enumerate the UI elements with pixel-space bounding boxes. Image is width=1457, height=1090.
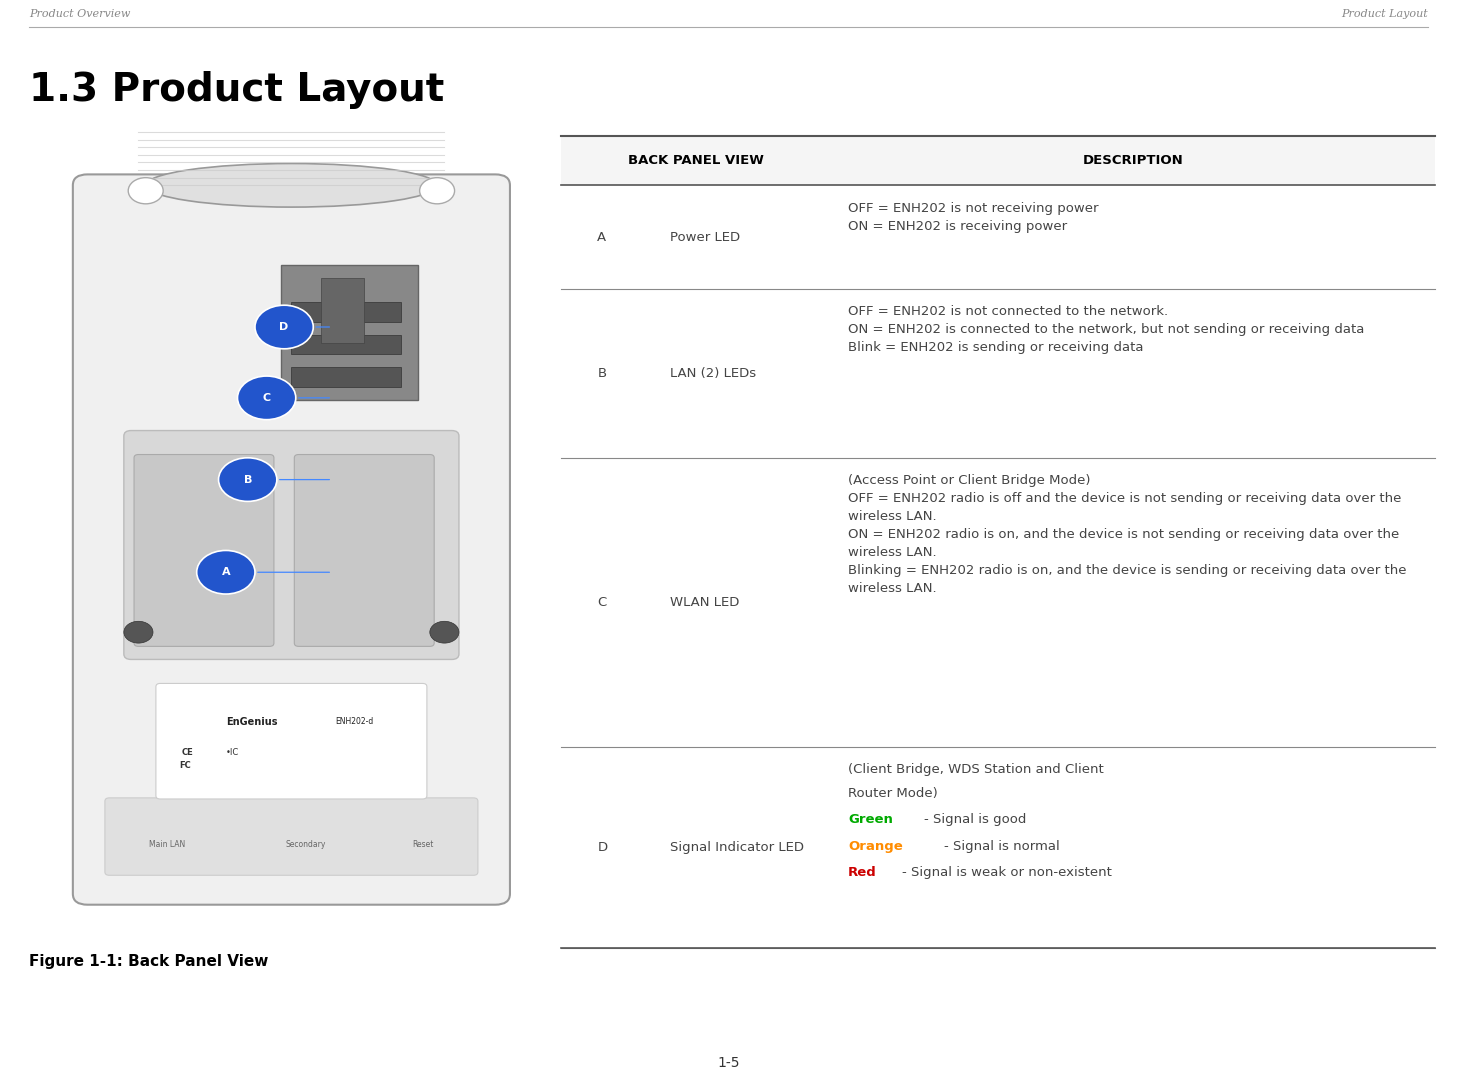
FancyBboxPatch shape [291, 335, 401, 354]
Text: B: B [243, 474, 252, 485]
Text: Router Mode): Router Mode) [848, 787, 938, 800]
Text: Signal Indicator LED: Signal Indicator LED [670, 841, 804, 853]
Circle shape [124, 621, 153, 643]
Text: •IC: •IC [226, 748, 239, 756]
Text: CE: CE [182, 748, 194, 756]
Text: Product Overview: Product Overview [29, 9, 131, 19]
FancyBboxPatch shape [73, 174, 510, 905]
Text: WLAN LED: WLAN LED [670, 596, 740, 608]
Text: OFF = ENH202 is not connected to the network.
ON = ENH202 is connected to the ne: OFF = ENH202 is not connected to the net… [848, 305, 1364, 354]
Text: (Client Bridge, WDS Station and Client: (Client Bridge, WDS Station and Client [848, 763, 1104, 776]
FancyBboxPatch shape [281, 265, 418, 400]
Circle shape [219, 458, 277, 501]
Text: Main LAN: Main LAN [150, 840, 185, 849]
Text: OFF = ENH202 is not receiving power
ON = ENH202 is receiving power: OFF = ENH202 is not receiving power ON =… [848, 202, 1099, 232]
Text: B: B [597, 367, 606, 379]
FancyBboxPatch shape [291, 367, 401, 387]
FancyBboxPatch shape [291, 302, 401, 322]
Circle shape [197, 550, 255, 594]
FancyBboxPatch shape [561, 136, 1435, 185]
Text: Secondary: Secondary [286, 840, 326, 849]
Text: EnGenius: EnGenius [226, 716, 277, 727]
Circle shape [430, 621, 459, 643]
Text: (Access Point or Client Bridge Mode)
OFF = ENH202 radio is off and the device is: (Access Point or Client Bridge Mode) OFF… [848, 474, 1406, 595]
FancyBboxPatch shape [321, 278, 364, 343]
Text: DESCRIPTION: DESCRIPTION [1083, 155, 1183, 167]
Text: A: A [221, 567, 230, 578]
Text: Red: Red [848, 867, 877, 880]
FancyBboxPatch shape [294, 455, 434, 646]
Text: LAN (2) LEDs: LAN (2) LEDs [670, 367, 756, 379]
Text: - Signal is weak or non-existent: - Signal is weak or non-existent [902, 867, 1112, 880]
FancyBboxPatch shape [561, 747, 1435, 948]
Text: Product Layout: Product Layout [1340, 9, 1428, 19]
Circle shape [255, 305, 313, 349]
Text: Power LED: Power LED [670, 231, 740, 243]
Text: - Signal is good: - Signal is good [924, 813, 1026, 826]
FancyBboxPatch shape [105, 798, 478, 875]
Text: BACK PANEL VIEW: BACK PANEL VIEW [628, 155, 763, 167]
FancyBboxPatch shape [156, 683, 427, 799]
Text: D: D [280, 322, 288, 332]
Text: C: C [262, 392, 271, 403]
FancyBboxPatch shape [561, 289, 1435, 458]
FancyBboxPatch shape [124, 431, 459, 659]
Text: D: D [597, 841, 608, 853]
Text: A: A [597, 231, 606, 243]
Text: - Signal is normal: - Signal is normal [944, 839, 1059, 852]
Text: 1.3 Product Layout: 1.3 Product Layout [29, 71, 444, 109]
Text: Figure 1-1: Back Panel View: Figure 1-1: Back Panel View [29, 954, 268, 969]
FancyBboxPatch shape [134, 455, 274, 646]
Text: Reset: Reset [412, 840, 433, 849]
Text: Green: Green [848, 813, 893, 826]
Text: C: C [597, 596, 606, 608]
Circle shape [237, 376, 296, 420]
Ellipse shape [146, 164, 437, 207]
Circle shape [420, 178, 455, 204]
Text: 1-5: 1-5 [717, 1056, 740, 1069]
Circle shape [128, 178, 163, 204]
FancyBboxPatch shape [561, 458, 1435, 747]
Text: FC: FC [179, 761, 191, 770]
Text: ENH202-d: ENH202-d [335, 717, 373, 726]
FancyBboxPatch shape [561, 185, 1435, 289]
Text: Orange: Orange [848, 839, 903, 852]
